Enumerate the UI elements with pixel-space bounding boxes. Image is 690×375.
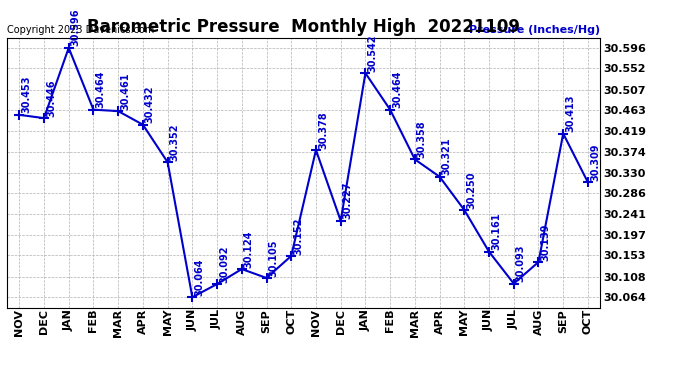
Text: 30.309: 30.309	[590, 144, 600, 181]
Title: Barometric Pressure  Monthly High  20221109: Barometric Pressure Monthly High 2022110…	[87, 18, 520, 36]
Text: 30.105: 30.105	[268, 239, 279, 277]
Text: 30.464: 30.464	[392, 71, 402, 108]
Text: 30.093: 30.093	[515, 245, 526, 282]
Text: 30.250: 30.250	[466, 171, 476, 208]
Text: 30.413: 30.413	[565, 95, 575, 132]
Text: Copyright 2023 Davenics.com: Copyright 2023 Davenics.com	[7, 25, 154, 35]
Text: 30.461: 30.461	[120, 72, 130, 110]
Text: 30.432: 30.432	[145, 86, 155, 123]
Text: 30.139: 30.139	[540, 223, 551, 261]
Text: 30.453: 30.453	[21, 76, 31, 114]
Text: 30.092: 30.092	[219, 245, 229, 283]
Text: 30.124: 30.124	[244, 230, 254, 268]
Text: 30.378: 30.378	[318, 111, 328, 148]
Text: 30.064: 30.064	[195, 258, 204, 296]
Text: 30.161: 30.161	[491, 213, 501, 250]
Text: 30.321: 30.321	[442, 138, 451, 176]
Text: 30.542: 30.542	[367, 34, 377, 72]
Text: 30.596: 30.596	[70, 9, 81, 46]
Text: 30.464: 30.464	[95, 71, 106, 108]
Text: 30.358: 30.358	[417, 120, 427, 158]
Text: 30.227: 30.227	[343, 182, 353, 219]
Text: Pressure (Inches/Hg): Pressure (Inches/Hg)	[469, 25, 600, 35]
Text: 30.152: 30.152	[293, 217, 303, 255]
Text: 30.446: 30.446	[46, 79, 56, 117]
Text: 30.352: 30.352	[170, 123, 179, 161]
